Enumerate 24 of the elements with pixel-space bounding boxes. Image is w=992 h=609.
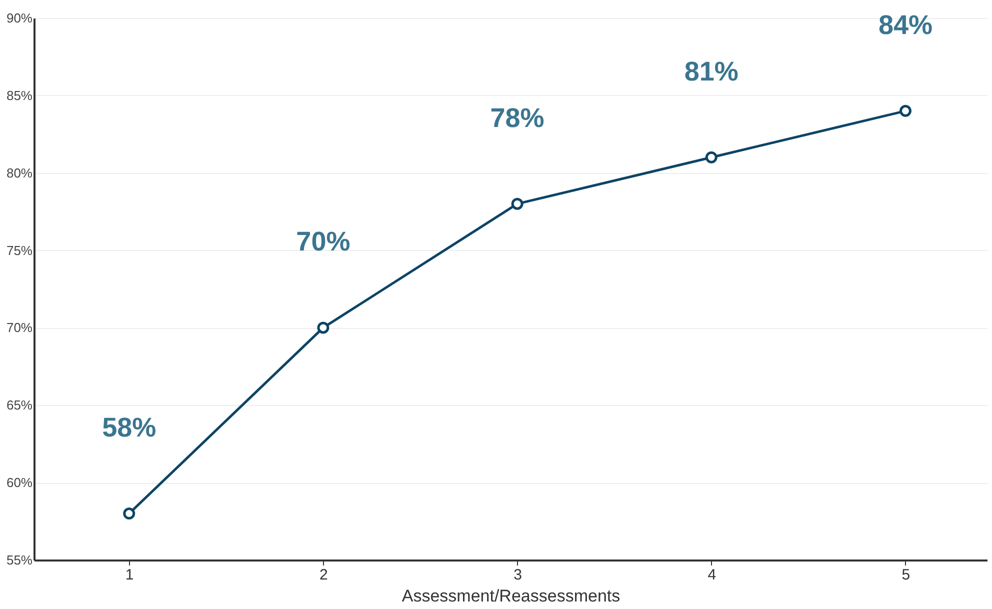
y-tick-label: 55% bbox=[6, 552, 33, 568]
point bbox=[317, 322, 330, 334]
point bbox=[705, 151, 718, 164]
data-label: 78% bbox=[490, 102, 544, 133]
point bbox=[899, 104, 912, 117]
data-label: 70% bbox=[296, 226, 350, 257]
x-tick-label: 5 bbox=[902, 566, 910, 584]
y-tick-label: 70% bbox=[6, 320, 33, 336]
data-label: 84% bbox=[878, 10, 933, 40]
y-tick-label: 80% bbox=[6, 165, 33, 180]
y-tick-label: 90% bbox=[6, 10, 33, 26]
x-axis-title: Assessment/Reassessments bbox=[402, 586, 620, 606]
point bbox=[511, 198, 524, 210]
x-tick-label: 4 bbox=[708, 566, 716, 584]
x-tick-label: 3 bbox=[514, 566, 522, 584]
point bbox=[123, 508, 136, 520]
x-tick-label: 2 bbox=[320, 566, 328, 584]
data-label: 81% bbox=[684, 56, 738, 86]
y-tick-label: 75% bbox=[6, 242, 33, 258]
data-label: 58% bbox=[102, 412, 156, 443]
y-tick-label: 60% bbox=[6, 475, 33, 490]
y-tick-label: 65% bbox=[6, 398, 33, 413]
y-tick-label: 85% bbox=[6, 88, 33, 103]
x-tick-label: 1 bbox=[125, 566, 134, 584]
